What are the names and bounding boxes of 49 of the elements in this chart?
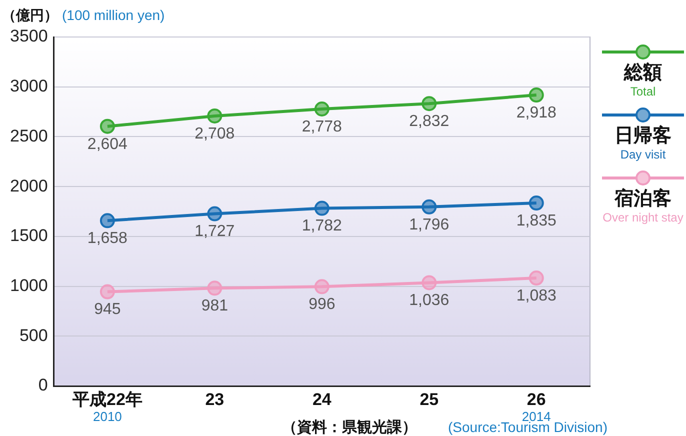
data-label: 996: [308, 296, 336, 314]
point: [422, 96, 437, 112]
data-label: 981: [201, 298, 228, 315]
point: [100, 284, 115, 300]
point: [528, 88, 544, 103]
y-tick-label: 1500: [10, 226, 48, 246]
data-label: 1,835: [516, 212, 556, 230]
legend-label: 総額 Total: [623, 62, 662, 98]
data-label: 1,083: [516, 287, 556, 304]
x-tick-label: 26 2014: [522, 390, 551, 424]
data-label: 1,796: [409, 216, 450, 234]
point: [207, 206, 222, 222]
point: [100, 118, 115, 134]
point: [528, 196, 544, 211]
data-label: 2,708: [194, 125, 235, 142]
y-tick-label: 1000: [10, 276, 48, 295]
y-tick-label: 500: [19, 326, 48, 345]
x-tick-label: 23: [205, 390, 224, 410]
point: [422, 199, 437, 214]
data-label: 945: [94, 301, 121, 318]
data-label: 2,604: [87, 136, 128, 153]
data-label: 1,727: [194, 223, 235, 240]
text: （資料：県観光課）: [282, 419, 417, 436]
y-axis-title: （億円）: [2, 7, 58, 23]
legend-label: 日帰客 Day visit: [614, 124, 672, 162]
y-tick-label: 0: [38, 376, 48, 395]
data-label: 1,782: [302, 218, 342, 235]
y-tick-label: 2500: [10, 126, 48, 146]
y-tick-label: 2000: [10, 176, 48, 196]
data-label: 2,918: [516, 104, 556, 122]
text: (100 million yen): [62, 7, 165, 23]
x-tick-label: 平成22年 2010: [71, 390, 142, 424]
y-tick-label: 3000: [10, 76, 48, 96]
point: [314, 101, 330, 116]
x-tick-label: 25: [420, 390, 439, 410]
data-label: 1,036: [409, 292, 450, 310]
x-tick-label: 24: [312, 390, 332, 410]
point: [314, 200, 330, 216]
point: [207, 108, 222, 124]
point: [314, 279, 330, 294]
point: [422, 275, 437, 290]
y-tick-label: 3500: [10, 26, 48, 46]
data-label: 1,658: [87, 230, 128, 248]
point: [528, 270, 544, 286]
data-label: 2,778: [302, 118, 342, 136]
point: [100, 213, 115, 228]
point: [207, 280, 222, 296]
data-label: 2,832: [409, 113, 450, 130]
legend-label: 宿泊客 Over night stay: [602, 188, 684, 224]
